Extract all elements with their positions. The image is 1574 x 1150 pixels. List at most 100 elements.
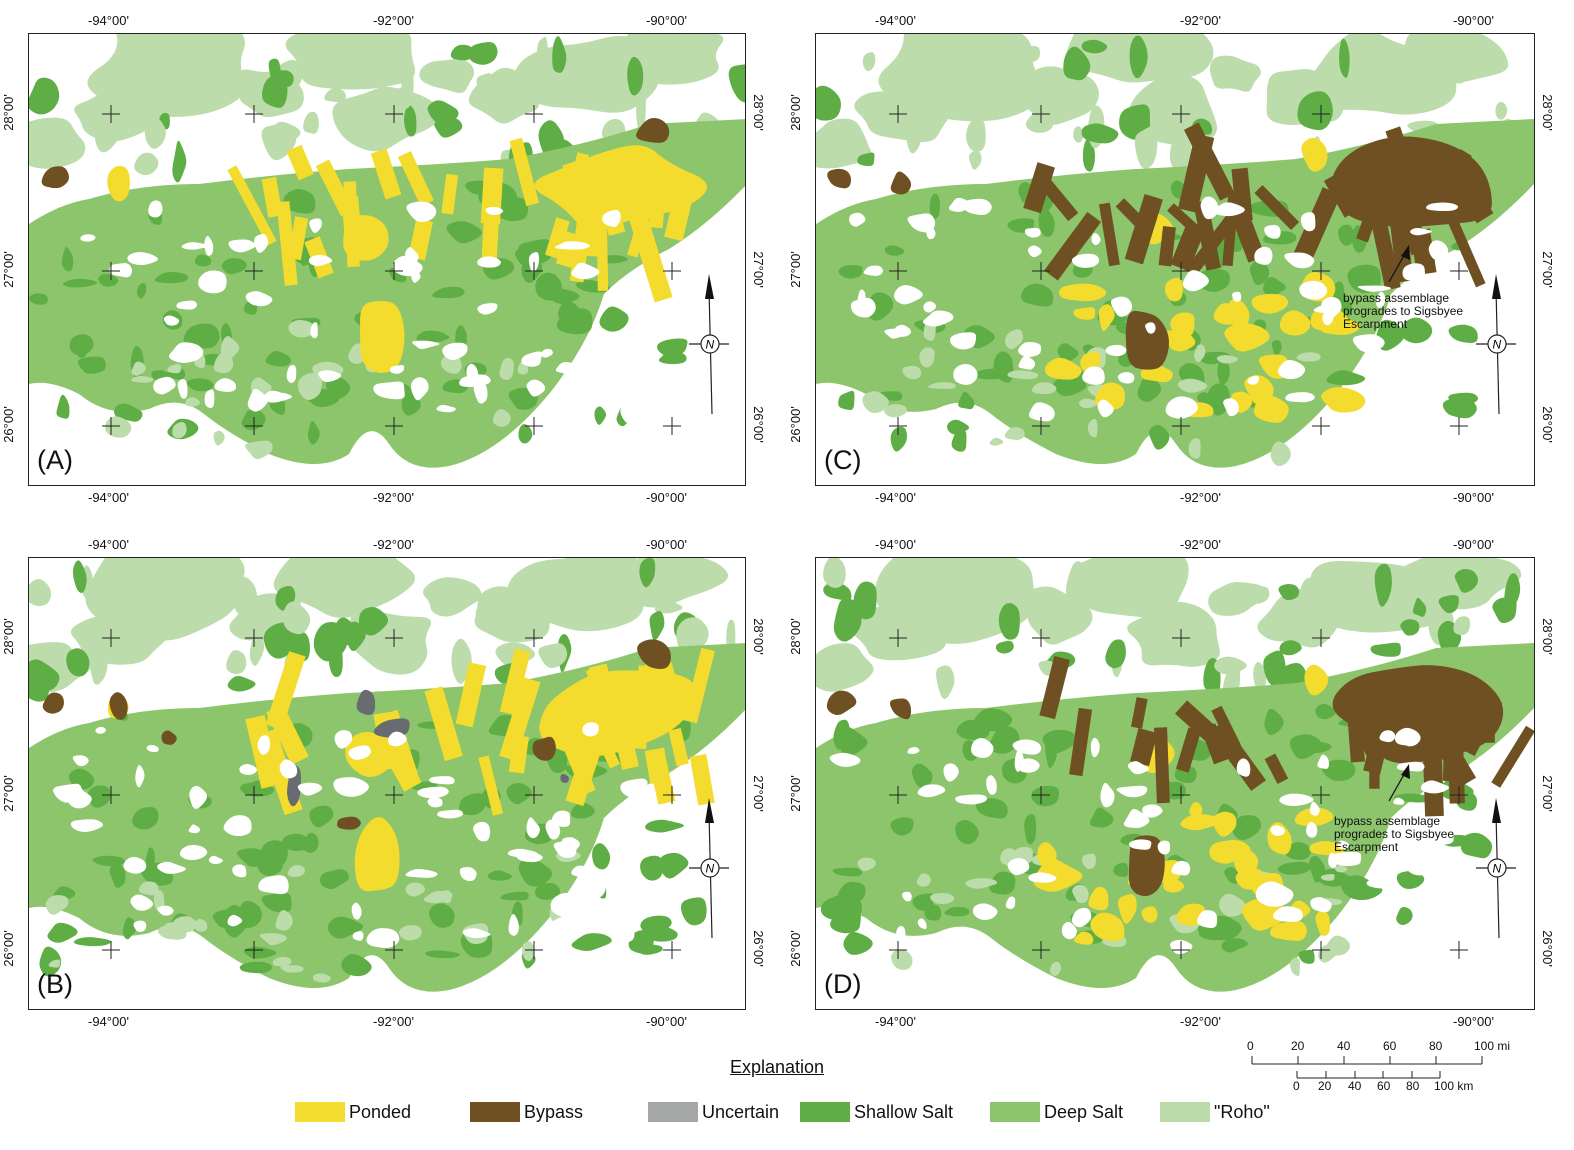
- graticule-cross: [245, 941, 263, 959]
- shallow-salt-patch: [628, 929, 654, 954]
- shallow-salt-patch: [832, 867, 863, 877]
- salt-patch: [227, 675, 256, 692]
- graticule-cross: [663, 786, 681, 804]
- sediment-gap: [1329, 851, 1362, 867]
- graticule-cross: [889, 417, 907, 435]
- sediment-gap: [896, 925, 906, 946]
- salt-patch: [358, 607, 389, 636]
- salt-patch: [900, 80, 933, 119]
- map-canvas: N: [29, 34, 745, 468]
- sediment-gap: [254, 233, 269, 253]
- roho-region: [850, 603, 958, 661]
- salt-patch: [172, 140, 187, 183]
- salt-patch: [168, 573, 182, 616]
- sediment-gap: [1018, 355, 1036, 370]
- sediment-gap: [297, 782, 323, 796]
- graticule-cross: [1312, 941, 1330, 959]
- graticule-cross: [663, 417, 681, 435]
- sediment-gap: [477, 303, 498, 315]
- roho-patch: [1270, 441, 1291, 467]
- shallow-salt-patch: [640, 915, 672, 935]
- salt-patch: [1370, 642, 1401, 657]
- scale-mi-0: 0: [1247, 1039, 1254, 1053]
- shallow-salt-patch: [837, 881, 866, 906]
- sediment-gap: [309, 218, 322, 233]
- roho-patch: [423, 890, 453, 904]
- sediment-gap: [917, 918, 927, 930]
- sediment-gap: [582, 722, 599, 737]
- roho-region: [332, 86, 443, 152]
- roho-patch: [1004, 427, 1025, 440]
- shallow-salt-patch: [1315, 703, 1336, 720]
- bypass-region: [109, 692, 128, 720]
- salt-patch: [450, 44, 474, 61]
- sediment-gap: [1300, 212, 1316, 232]
- shallow-salt-patch: [114, 403, 143, 422]
- sediment-gap: [1091, 232, 1101, 246]
- roho-patch: [104, 416, 132, 438]
- shallow-salt-patch: [1321, 759, 1356, 782]
- ponded-region: [1088, 886, 1109, 911]
- roho-patch: [185, 397, 201, 407]
- longitude-label: -94°00': [875, 13, 916, 28]
- sediment-gap: [1393, 797, 1405, 805]
- salt-patch: [823, 558, 846, 588]
- legend-item-ponded: Ponded: [295, 1101, 411, 1123]
- salt-patch: [1300, 586, 1313, 621]
- roho-patch: [1218, 893, 1246, 917]
- roho-patch: [884, 404, 908, 418]
- sediment-gap: [373, 381, 405, 400]
- panel-label: (C): [824, 445, 862, 475]
- scale-km-0: 0: [1293, 1079, 1300, 1093]
- shallow-salt-patch: [1338, 224, 1354, 246]
- shallow-salt-patch: [549, 288, 580, 304]
- shallow-salt-patch: [132, 806, 159, 830]
- salt-patch: [649, 610, 665, 641]
- sediment-gap: [611, 927, 635, 944]
- shallow-salt-patch: [1042, 729, 1077, 754]
- shallow-salt-patch: [912, 893, 934, 911]
- sediment-gap: [95, 726, 106, 734]
- shallow-salt-patch: [77, 356, 106, 374]
- shallow-salt-patch: [1089, 807, 1114, 828]
- sediment-gap: [239, 764, 257, 775]
- sediment-gap: [602, 209, 621, 227]
- shallow-salt-patch: [282, 833, 310, 851]
- roho-region: [273, 558, 416, 618]
- scale-mi-80: 80: [1429, 1039, 1443, 1053]
- map-canvas: N: [816, 34, 1534, 468]
- shallow-salt-patch: [1053, 376, 1087, 397]
- shallow-salt-patch: [1038, 206, 1055, 237]
- graticule-cross: [1032, 105, 1050, 123]
- shallow-salt-patch: [843, 932, 873, 955]
- salt-patch: [536, 36, 548, 76]
- salt-patch: [936, 665, 955, 699]
- sediment-gap: [153, 376, 176, 395]
- sediment-gap: [1427, 829, 1454, 845]
- sediment-gap: [286, 364, 297, 384]
- shallow-salt-patch: [1217, 359, 1230, 385]
- graticule-cross: [525, 629, 543, 647]
- roho-patch: [48, 959, 61, 968]
- graticule-cross: [245, 786, 263, 804]
- graticule-cross: [245, 629, 263, 647]
- north-label: N: [1493, 862, 1502, 876]
- bypass-region: [336, 816, 361, 830]
- roho-region: [423, 577, 482, 617]
- sediment-gap: [893, 324, 912, 337]
- salt-patch: [1214, 656, 1247, 675]
- sediment-gap: [442, 342, 468, 361]
- sediment-gap: [123, 856, 147, 874]
- shallow-salt-patch: [47, 922, 78, 943]
- graticule-cross: [385, 786, 403, 804]
- longitude-label: -94°00': [88, 1014, 129, 1029]
- bypass-region: [889, 698, 912, 720]
- sediment-gap: [308, 254, 333, 267]
- sediment-gap: [943, 763, 959, 782]
- shallow-salt-patch: [1207, 383, 1230, 416]
- salt-patch: [144, 114, 166, 149]
- sediment-gap: [1127, 761, 1149, 775]
- shallow-salt-patch: [1400, 317, 1433, 344]
- roho-patch: [405, 882, 426, 897]
- sediment-gap: [223, 815, 252, 837]
